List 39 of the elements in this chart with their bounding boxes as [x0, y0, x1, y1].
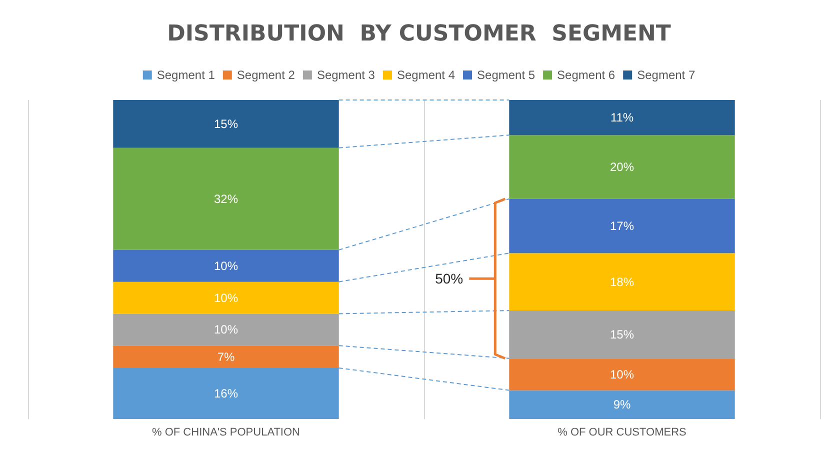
annotation: 50%	[435, 270, 464, 287]
x-tick-label: % OF OUR CUSTOMERS	[558, 426, 686, 438]
bar	[509, 358, 735, 390]
data-label: 18%	[610, 274, 634, 289]
data-label: 20%	[610, 160, 634, 174]
data-label: 10%	[214, 290, 238, 305]
data-label: 7%	[217, 350, 235, 364]
legend-label: Segment 6	[557, 68, 616, 82]
data-label: 10%	[214, 322, 238, 337]
chart-title: DISTRIBUTION BY CUSTOMER SEGMENT	[167, 22, 671, 46]
data-label: 15%	[610, 327, 634, 342]
legend-label: Segment 1	[156, 68, 216, 82]
data-label: 32%	[214, 192, 238, 206]
bar	[509, 390, 735, 419]
data-label: 10%	[610, 367, 634, 382]
data-label: 11%	[610, 110, 634, 125]
bar	[509, 100, 735, 136]
bar	[509, 253, 735, 311]
bar	[113, 346, 339, 368]
legend-label: Segment 7	[637, 68, 696, 82]
bar	[113, 250, 339, 282]
legend-label: Segment 2	[236, 68, 296, 82]
legend-label: Segment 5	[477, 68, 536, 82]
bar	[113, 314, 339, 346]
x-tick-label: % OF CHINA'S POPULATION	[152, 426, 300, 438]
bar	[509, 310, 735, 358]
legend-label: Segment 4	[396, 68, 456, 82]
data-label: 16%	[214, 386, 238, 400]
bar	[113, 368, 339, 419]
legend-label: Segment 3	[316, 68, 376, 82]
data-label: 15%	[214, 116, 238, 131]
bar	[113, 148, 339, 250]
data-label: 17%	[610, 219, 634, 234]
bar	[509, 198, 735, 254]
bar	[113, 100, 339, 148]
bar	[113, 282, 339, 314]
data-label: 9%	[613, 398, 631, 412]
data-label: 10%	[214, 258, 238, 273]
bar	[509, 135, 735, 199]
